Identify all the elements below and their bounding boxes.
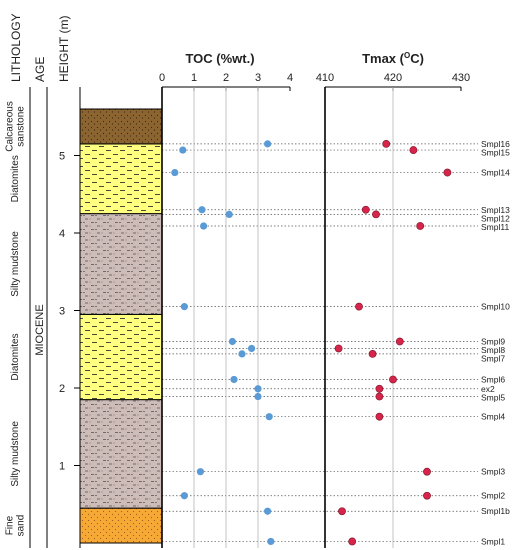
toc-point-smpl6 bbox=[230, 375, 238, 384]
tmax-point-smpl10 bbox=[355, 302, 363, 311]
sample-label-smpl14: Smpl14 bbox=[481, 168, 510, 178]
header-lithology: LITHOLOGY bbox=[9, 13, 23, 82]
sample-label-smpl7: Smpl7 bbox=[481, 354, 505, 364]
toc-point-smpl2 bbox=[180, 492, 188, 500]
tmax-point-smpl13 bbox=[361, 205, 370, 214]
tmax-tick-label-410: 410 bbox=[316, 72, 334, 84]
toc-point-smpl10 bbox=[180, 303, 188, 311]
lithology-label-0-1: sand bbox=[16, 515, 27, 537]
sample-label-smpl3: Smpl3 bbox=[481, 467, 505, 477]
toc-point-smpl3 bbox=[196, 468, 204, 476]
height-tick-label-2: 2 bbox=[59, 383, 65, 395]
toc-point-smpl11 bbox=[200, 222, 208, 230]
toc-point-smpl8 bbox=[248, 344, 256, 353]
toc-tick-label-3: 3 bbox=[255, 72, 261, 84]
tmax-point-smpl11 bbox=[416, 222, 425, 230]
lithology-label-3-0: Silty mudstone bbox=[10, 231, 21, 297]
tmax-point-smpl7 bbox=[368, 349, 377, 358]
lithology-label-2-0: Diatomites bbox=[10, 333, 21, 380]
tmax-point-smpl16 bbox=[382, 139, 391, 148]
tmax-point-smpl2 bbox=[423, 491, 431, 500]
sample-label-smpl11: Smpl11 bbox=[481, 222, 509, 232]
tmax-panel-title: Tmax (OC) bbox=[362, 51, 424, 66]
toc-point-ex2 bbox=[254, 385, 262, 393]
sample-label-smpl10: Smpl10 bbox=[481, 302, 510, 312]
toc-point-smpl1 bbox=[267, 537, 275, 546]
toc-point-smpl15 bbox=[179, 146, 187, 154]
toc-point-smpl7 bbox=[238, 350, 246, 358]
sample-label-smpl9: Smpl9 bbox=[481, 337, 505, 347]
height-tick-label-4: 4 bbox=[59, 228, 65, 240]
sample-label-ex2: ex2 bbox=[481, 384, 495, 394]
sample-label-smpl6: Smpl6 bbox=[481, 374, 505, 384]
tmax-title-main: Tmax ( bbox=[362, 51, 405, 66]
tmax-point-smpl1 bbox=[348, 537, 357, 546]
lithology-unit-2 bbox=[79, 313, 163, 401]
lithology-unit-3 bbox=[79, 213, 163, 315]
tmax-point-smpl1b bbox=[338, 507, 346, 516]
sample-label-smpl12: Smpl12 bbox=[481, 213, 510, 223]
sample-label-smpl8: Smpl8 bbox=[481, 345, 505, 355]
lithology-label-4-0: Diatomites bbox=[10, 155, 21, 202]
lithology-label-1-0: Silty mudstone bbox=[10, 421, 21, 487]
sample-label-smpl13: Smpl13 bbox=[481, 205, 510, 215]
header-age: AGE bbox=[33, 57, 47, 82]
toc-point-smpl13 bbox=[198, 206, 206, 214]
toc-point-smpl12 bbox=[225, 210, 233, 218]
tmax-point-smpl14 bbox=[443, 168, 452, 177]
toc-point-smpl14 bbox=[171, 168, 179, 177]
tmax-point-ex2 bbox=[375, 384, 384, 393]
tmax-point-smpl5 bbox=[375, 392, 384, 401]
toc-point-smpl9 bbox=[228, 337, 236, 346]
tmax-point-smpl4 bbox=[375, 412, 384, 421]
height-tick-label-3: 3 bbox=[59, 306, 65, 318]
sample-label-smpl4: Smpl4 bbox=[481, 412, 505, 422]
lithology-label-5-0: Calcareous bbox=[5, 101, 16, 152]
tmax-point-smpl6 bbox=[389, 375, 397, 384]
toc-point-smpl16 bbox=[264, 140, 272, 148]
sample-label-smpl15: Smpl15 bbox=[481, 147, 510, 157]
sample-label-smpl16: Smpl16 bbox=[481, 139, 510, 149]
tmax-point-smpl12 bbox=[372, 210, 380, 219]
lithology-unit-5 bbox=[79, 108, 163, 145]
toc-tick-label-1: 1 bbox=[191, 72, 197, 84]
lithology-unit-1 bbox=[79, 399, 163, 509]
age-label: MIOCENE bbox=[34, 304, 46, 355]
lithology-unit-0 bbox=[79, 507, 163, 544]
tmax-tick-label-420: 420 bbox=[384, 72, 402, 84]
lithology-label-0-0: Fine bbox=[5, 515, 16, 535]
sample-label-smpl1: Smpl1 bbox=[481, 536, 505, 546]
tmax-point-smpl9 bbox=[395, 337, 404, 346]
tmax-tick-label-430: 430 bbox=[452, 72, 470, 84]
tmax-point-smpl8 bbox=[334, 344, 343, 353]
tmax-point-smpl15 bbox=[409, 146, 418, 154]
toc-tick-label-0: 0 bbox=[159, 72, 165, 84]
sample-label-smpl2: Smpl2 bbox=[481, 491, 505, 501]
tmax-title-sup: O bbox=[404, 51, 410, 60]
lithology-label-5-1: sanstone bbox=[16, 106, 27, 147]
toc-point-smpl1b bbox=[264, 507, 272, 515]
toc-point-smpl5 bbox=[254, 392, 262, 401]
lithology-unit-4 bbox=[79, 143, 163, 215]
sample-label-smpl5: Smpl5 bbox=[481, 392, 505, 402]
toc-tick-label-2: 2 bbox=[223, 72, 229, 84]
toc-point-smpl4 bbox=[265, 413, 273, 421]
header-height: HEIGHT (m) bbox=[57, 16, 71, 82]
height-tick-label-5: 5 bbox=[59, 151, 65, 163]
toc-panel-title: TOC (%wt.) bbox=[185, 51, 254, 66]
tmax-title-end: C) bbox=[410, 51, 424, 66]
tmax-point-smpl3 bbox=[423, 467, 431, 476]
sample-label-smpl1b: Smpl1b bbox=[481, 506, 510, 516]
toc-tick-label-4: 4 bbox=[287, 72, 293, 84]
height-tick-label-1: 1 bbox=[59, 461, 65, 473]
